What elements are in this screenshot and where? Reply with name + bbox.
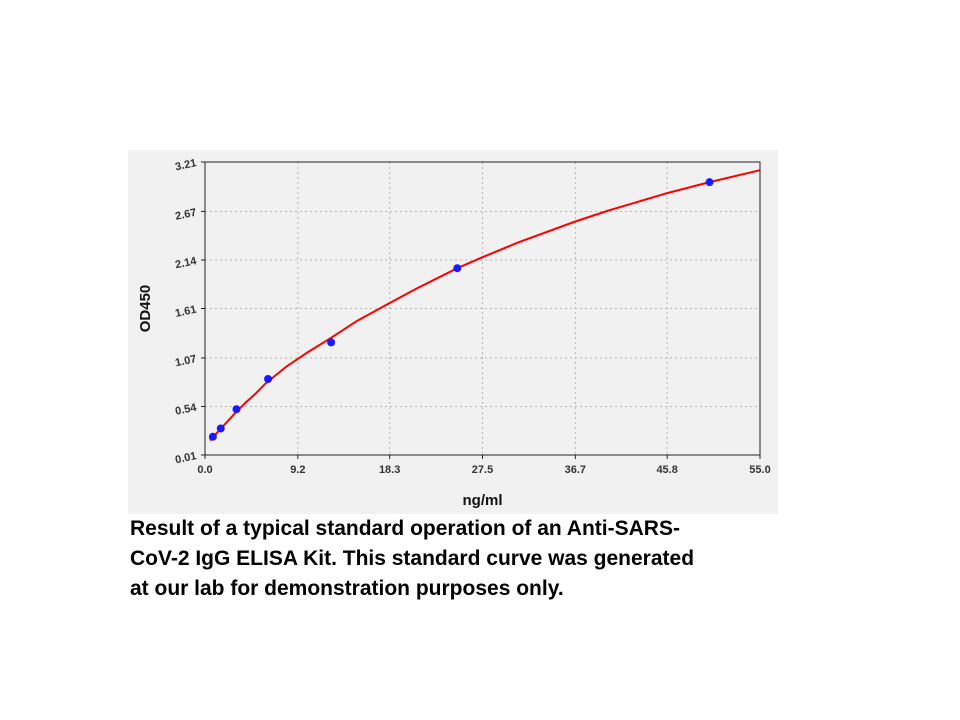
fit-curve-layer [209, 169, 761, 442]
caption-line-2: CoV-2 IgG ELISA Kit. This standard curve… [130, 547, 695, 570]
caption-line-3: at our lab for demonstration purposes on… [130, 577, 564, 600]
y-axis-title: OD450 [137, 285, 154, 333]
chart-panel: 0.0 9.2 18.3 27.5 36.7 45.8 55.0 0.01 0.54 1.07 1.… [128, 150, 778, 514]
data-point [705, 178, 714, 187]
x-tick-label: 9.2 [290, 464, 305, 476]
x-tick-label: 45.8 [656, 464, 677, 476]
data-point [264, 375, 273, 384]
fit-curve [209, 169, 761, 442]
y-tick-label: 0.01 [174, 450, 197, 466]
figure-caption: Result of a typical standard operation o… [130, 514, 790, 604]
x-tick-label: 55.0 [749, 464, 770, 476]
data-point [216, 424, 225, 433]
y-tick-label: 0.54 [174, 401, 198, 417]
x-tick-label: 18.3 [379, 464, 400, 476]
data-point [453, 264, 462, 273]
x-tick-label: 0.0 [197, 464, 212, 476]
y-tick-label: 3.21 [174, 157, 197, 173]
data-point [232, 405, 241, 414]
grid [205, 162, 760, 455]
axis-ticks: 0.0 9.2 18.3 27.5 36.7 45.8 55.0 0.01 0.54 1.07 1.… [174, 157, 771, 476]
y-tick-label: 2.67 [174, 207, 197, 223]
data-point [327, 338, 336, 347]
y-tick-label: 1.61 [174, 304, 197, 320]
x-axis-title: ng/ml [463, 492, 503, 509]
x-tick-label: 36.7 [565, 464, 586, 476]
y-tick-label: 2.14 [174, 255, 198, 271]
x-tick-label: 27.5 [472, 464, 493, 476]
data-point [208, 432, 217, 441]
standard-curve-chart: 0.0 9.2 18.3 27.5 36.7 45.8 55.0 0.01 0.54 1.07 1.… [137, 157, 771, 509]
y-tick-label: 1.07 [174, 353, 197, 369]
data-points-layer [208, 178, 714, 441]
caption-line-1: Result of a typical standard operation o… [130, 517, 680, 540]
